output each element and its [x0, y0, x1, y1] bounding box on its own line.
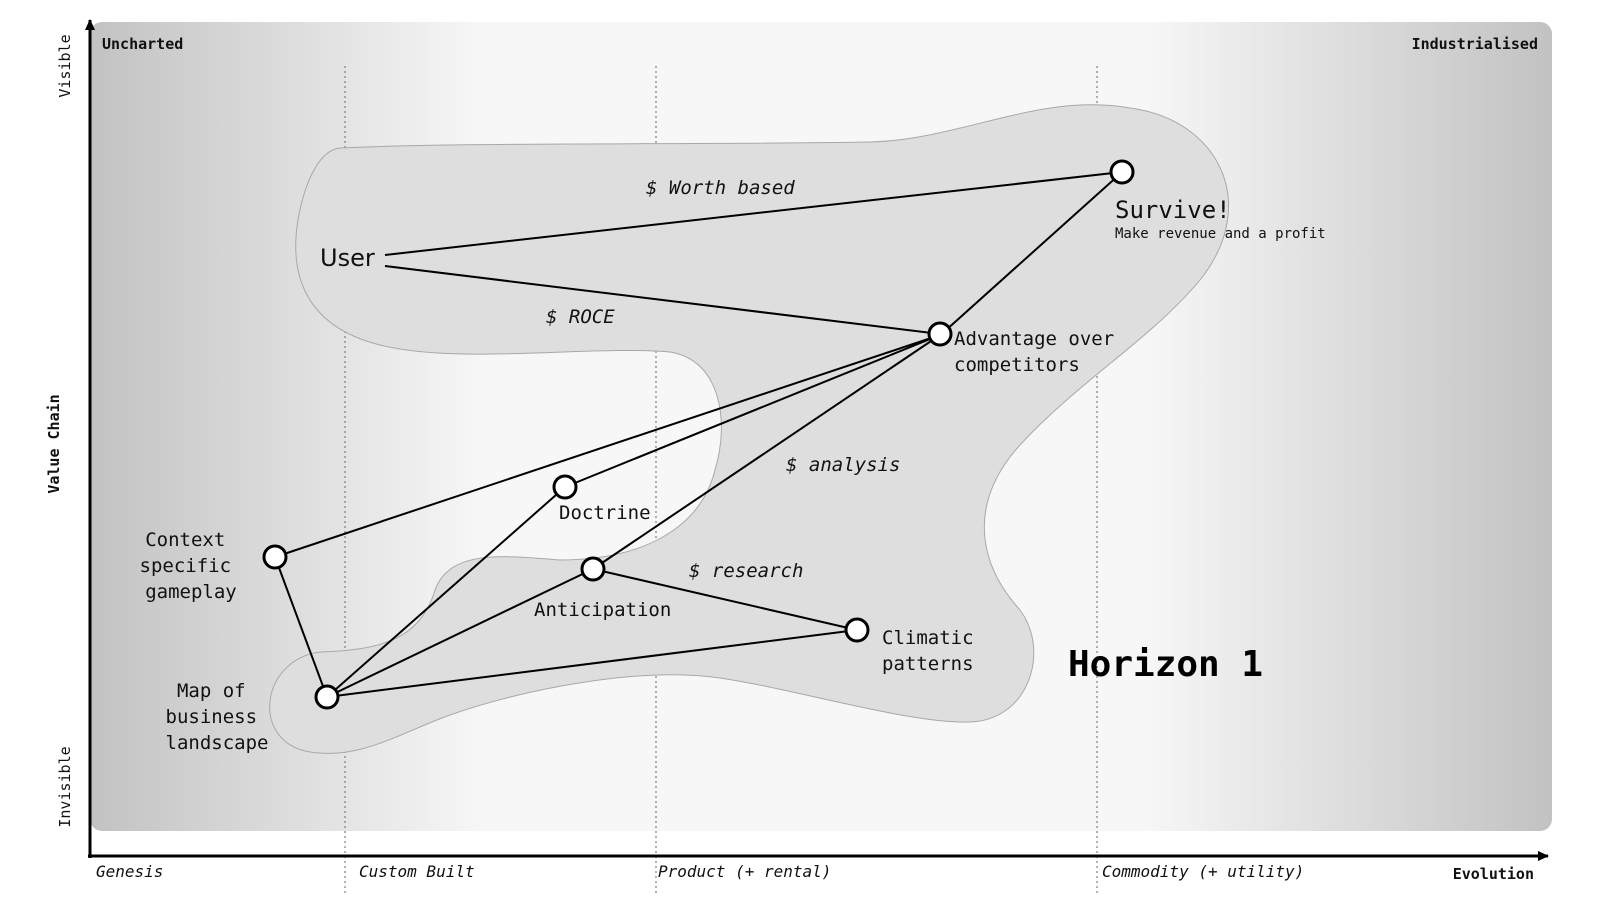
edge-advantage-anticipation	[592, 334, 941, 570]
edge-label-roce: $ ROCE	[546, 306, 615, 328]
stage-commodity: Commodity (+ utility)	[1102, 862, 1304, 881]
node-context[interactable]	[262, 544, 288, 570]
edge-label-analysis: $ analysis	[786, 454, 900, 476]
horizon-region	[269, 104, 1229, 754]
x-label-evolution: Evolution	[1453, 865, 1534, 883]
edge-label-worth: $ Worth based	[646, 177, 795, 199]
label-context-line2: specific	[140, 555, 232, 577]
stage-dividers	[344, 66, 1098, 895]
label-user: User	[320, 244, 375, 272]
edge-map-climatic	[326, 629, 858, 698]
stage-custom-built: Custom Built	[359, 862, 475, 881]
node-advantage[interactable]	[927, 321, 953, 347]
edge-advantage-doctrine	[564, 334, 941, 488]
label-survive-sub: Make revenue and a profit	[1115, 226, 1326, 242]
node-climatic[interactable]	[844, 617, 870, 643]
edge-map-doctrine	[326, 486, 566, 698]
corner-uncharted: Uncharted	[102, 35, 183, 53]
edge-user-advantage	[384, 265, 941, 335]
edge-user-survive	[384, 171, 1123, 256]
label-climatic: Climatic patterns	[882, 627, 985, 675]
label-advantage: Advantage over competitors	[954, 328, 1126, 376]
label-context-line3: gameplay	[145, 581, 237, 603]
label-anticipation: Anticipation	[534, 599, 671, 621]
label-doctrine: Doctrine	[559, 502, 651, 524]
node-anticipation[interactable]	[580, 556, 606, 582]
label-map-line1: Map of	[177, 680, 246, 702]
label-advantage-line2: competitors	[954, 354, 1080, 376]
edge-map-context	[274, 556, 328, 698]
label-climatic-line2: patterns	[882, 653, 974, 675]
nodes	[262, 159, 1135, 710]
edge-label-research: $ research	[689, 560, 803, 582]
y-label-visible: Visible	[56, 34, 74, 97]
stage-genesis: Genesis	[96, 862, 163, 881]
edge-map-anticipation	[326, 568, 594, 698]
edge-anticipation-climatic	[592, 568, 858, 631]
node-survive[interactable]	[1109, 159, 1135, 185]
label-map-line3: landscape	[166, 732, 269, 754]
label-map-line2: business	[166, 706, 258, 728]
label-map: Map of business landscape	[166, 680, 269, 754]
label-advantage-line1: Advantage over	[954, 328, 1114, 350]
y-label-value-chain: Value Chain	[45, 394, 63, 493]
edge-advantage-context	[274, 334, 941, 558]
edges	[274, 171, 1123, 698]
horizon-label: Horizon 1	[1068, 644, 1263, 685]
corner-industrialised: Industrialised	[1412, 35, 1538, 53]
node-map[interactable]	[314, 684, 340, 710]
y-label-invisible: Invisible	[56, 746, 74, 827]
label-survive: Survive!	[1115, 196, 1231, 224]
label-climatic-line1: Climatic	[882, 627, 974, 649]
label-context-line1: Context	[145, 529, 225, 551]
stage-product: Product (+ rental)	[658, 862, 831, 881]
edge-advantage-survive	[944, 173, 1121, 332]
node-doctrine[interactable]	[552, 474, 578, 500]
label-context: Context specific gameplay	[140, 529, 243, 603]
